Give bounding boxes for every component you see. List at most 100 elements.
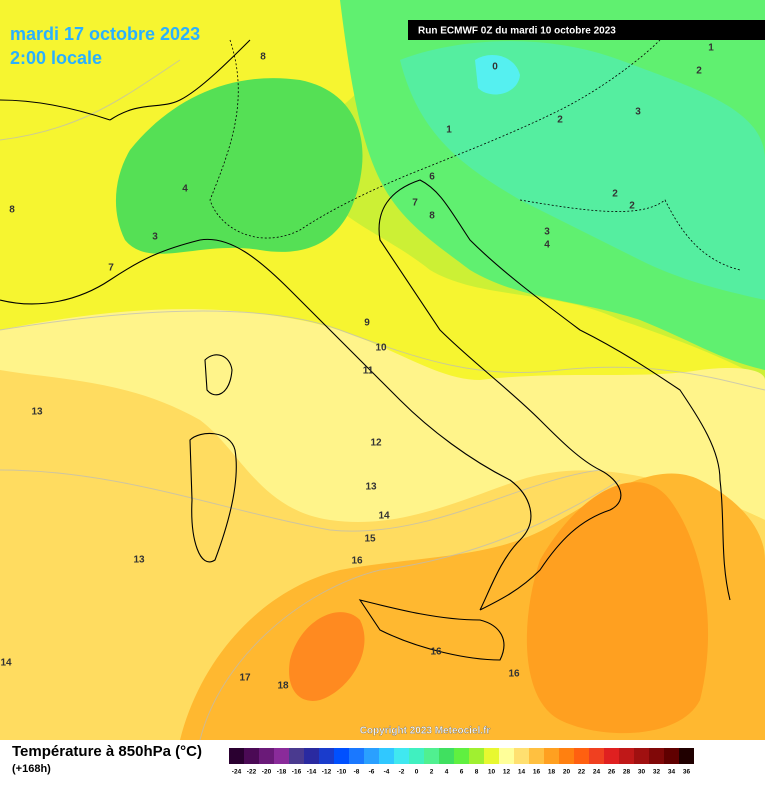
color-swatch xyxy=(289,748,304,764)
field-orange2 xyxy=(526,482,709,734)
contour-label: 14 xyxy=(378,511,390,522)
contour-label: 11 xyxy=(363,366,374,377)
contour-label: 16 xyxy=(351,556,363,567)
field-cyan xyxy=(475,55,520,95)
color-swatch xyxy=(349,748,364,764)
contour-label: 7 xyxy=(412,198,418,209)
field-alps xyxy=(115,78,363,254)
contour-label: 8 xyxy=(9,205,15,216)
contour-label: 1 xyxy=(708,43,714,54)
color-swatch xyxy=(649,748,664,764)
color-swatch xyxy=(589,748,604,764)
colorbar-tick-label: -6 xyxy=(369,769,375,776)
contour-label: 14 xyxy=(0,658,12,669)
isotherm-lines xyxy=(0,59,765,740)
date-text: mardi 17 octobre 2023 xyxy=(10,24,200,44)
run-banner xyxy=(408,20,765,40)
colorbar-tick-label: 32 xyxy=(653,769,661,776)
colorbar-tick-label: -10 xyxy=(337,769,347,776)
field-cyan-green xyxy=(400,41,765,300)
contour-label: 13 xyxy=(133,555,145,566)
contour-label: 1 xyxy=(446,125,452,136)
color-swatch xyxy=(259,748,274,764)
color-swatch xyxy=(679,748,694,764)
legend-lead: (+168h) xyxy=(12,763,51,775)
colorbar-tick-label: -2 xyxy=(399,769,405,776)
color-swatch xyxy=(229,748,244,764)
color-swatch xyxy=(634,748,649,764)
color-swatch xyxy=(484,748,499,764)
contour-label: 13 xyxy=(365,482,377,493)
color-swatch xyxy=(559,748,574,764)
colorbar-tick-label: -4 xyxy=(384,769,390,776)
contour-label: 7 xyxy=(108,263,114,274)
contour-label: 8 xyxy=(429,211,435,222)
contour-label: 2 xyxy=(612,189,618,200)
colorbar-tick-label: 12 xyxy=(503,769,511,776)
copyright: Copyright 2023 Meteociel.fr xyxy=(360,726,491,737)
contour-label: 6 xyxy=(429,172,435,183)
color-swatch xyxy=(619,748,634,764)
contour-label: 10 xyxy=(375,343,387,354)
color-swatch xyxy=(244,748,259,764)
color-swatch xyxy=(544,748,559,764)
colorbar-tick-label: 10 xyxy=(488,769,496,776)
contour-labels: 8120312437867822349101113121314151613161… xyxy=(0,43,714,692)
coastline xyxy=(0,179,731,611)
run-text: Run ECMWF 0Z du mardi 10 octobre 2023 xyxy=(418,26,616,37)
color-swatch xyxy=(574,748,589,764)
colorbar-tick-label: -16 xyxy=(292,769,302,776)
colorbar-tick-label: 18 xyxy=(548,769,556,776)
contour-label: 0 xyxy=(492,62,498,73)
contour-label: 16 xyxy=(430,647,442,658)
color-swatch xyxy=(499,748,514,764)
colorbar: -24 -22 -20 -18 -16 -14 -12 -10 -8 -6 -4 -2 0 2 4 6 8 10 1… xyxy=(229,748,694,776)
colorbar-tick-label: 22 xyxy=(578,769,586,776)
colorbar-tick-label: 34 xyxy=(668,769,676,776)
color-swatch xyxy=(529,748,544,764)
colorbar-tick-label: 14 xyxy=(518,769,526,776)
color-swatch xyxy=(394,748,409,764)
colorbar-tick-label: 30 xyxy=(638,769,646,776)
legend-title: Température à 850hPa (°C) xyxy=(12,743,202,760)
colorbar-tick-label: 16 xyxy=(533,769,541,776)
contour-label: 12 xyxy=(370,438,382,449)
color-swatch xyxy=(379,748,394,764)
contour-label: 2 xyxy=(557,115,563,126)
colorbar-tick-label: 28 xyxy=(623,769,631,776)
color-swatch xyxy=(469,748,484,764)
colorbar-tick-label: 36 xyxy=(683,769,691,776)
contour-label: 16 xyxy=(508,669,520,680)
time-text: 2:00 locale xyxy=(10,48,102,68)
contour-label: 8 xyxy=(260,52,266,63)
colorbar-tick-label: 6 xyxy=(460,769,464,776)
sicily xyxy=(358,599,505,661)
colorbar-tick-label: -18 xyxy=(277,769,287,776)
field-darkorange xyxy=(289,612,365,701)
colorbar-tick-label: -24 xyxy=(232,769,242,776)
contour-label: 4 xyxy=(182,184,188,195)
contour-label: 3 xyxy=(152,232,158,243)
legend: Température à 850hPa (°C) (+168h) -24 -2 2… xyxy=(12,743,694,776)
colorbar-tick-label: -20 xyxy=(262,769,272,776)
map: Run ECMWF 0Z du mardi 10 octobre 2023 ma… xyxy=(0,0,765,740)
color-swatch xyxy=(424,748,439,764)
colorbar-tick-label: 20 xyxy=(563,769,571,776)
color-swatch xyxy=(664,748,679,764)
contour-label: 3 xyxy=(635,107,641,118)
colorbar-tick-label: 0 xyxy=(415,769,419,776)
contour-label: 18 xyxy=(277,681,289,692)
colorbar-tick-label: -8 xyxy=(354,769,360,776)
color-swatch xyxy=(364,748,379,764)
contour-label: 15 xyxy=(364,534,376,545)
colorbar-tick-label: -14 xyxy=(307,769,317,776)
contour-label: 17 xyxy=(239,673,251,684)
color-swatch xyxy=(334,748,349,764)
borders xyxy=(209,39,741,271)
color-swatch xyxy=(304,748,319,764)
colorbar-tick-label: 26 xyxy=(608,769,616,776)
colorbar-tick-label: 24 xyxy=(593,769,601,776)
colorbar-tick-label: 4 xyxy=(445,769,449,776)
color-swatch xyxy=(274,748,289,764)
coastline-north xyxy=(0,39,251,121)
